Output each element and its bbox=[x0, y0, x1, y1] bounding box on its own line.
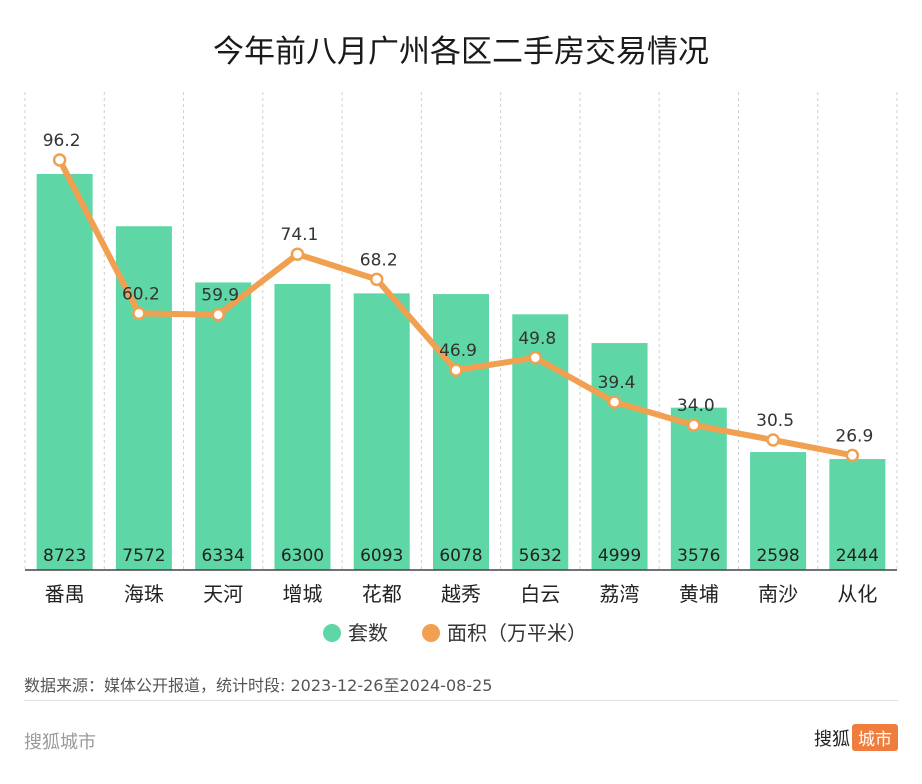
x-tick-label: 荔湾 bbox=[600, 582, 640, 606]
bar-value-label: 2598 bbox=[756, 546, 799, 566]
bar-增城 bbox=[274, 283, 331, 570]
x-tick-label: 黄埔 bbox=[679, 582, 719, 606]
bar-value-label: 3576 bbox=[677, 546, 720, 566]
legend-label-line: 面积（万平米） bbox=[447, 621, 587, 645]
bar-value-label: 7572 bbox=[122, 546, 165, 566]
bar-value-label: 6300 bbox=[281, 546, 324, 566]
bar-value-label: 6093 bbox=[360, 546, 403, 566]
line-value-label: 60.2 bbox=[122, 284, 160, 304]
line-point-增城 bbox=[290, 247, 305, 261]
x-tick-label: 花都 bbox=[362, 582, 402, 606]
bar-天河 bbox=[195, 282, 252, 570]
line-point-天河 bbox=[211, 307, 225, 322]
line-point-荔湾 bbox=[607, 395, 622, 409]
divider bbox=[24, 700, 898, 701]
bar-花都 bbox=[353, 293, 410, 570]
bar-value-label: 6078 bbox=[439, 546, 482, 566]
bar-value-label: 8723 bbox=[43, 546, 86, 566]
x-tick-label: 番禺 bbox=[45, 582, 85, 606]
source-note: 数据来源：媒体公开报道，统计时段: 2023-12-26至2024-08-25 bbox=[24, 676, 493, 695]
x-tick-label: 南沙 bbox=[758, 582, 798, 606]
bar-南沙 bbox=[750, 452, 807, 570]
legend-label-bar: 套数 bbox=[348, 621, 388, 645]
bar-越秀 bbox=[433, 294, 489, 570]
line-value-label: 30.5 bbox=[756, 411, 794, 431]
x-tick-label: 越秀 bbox=[441, 582, 481, 606]
line-value-label: 96.2 bbox=[43, 131, 81, 151]
line-value-label: 68.2 bbox=[360, 250, 398, 270]
bar-黄埔 bbox=[670, 407, 727, 570]
line-point-海珠 bbox=[132, 306, 146, 321]
line-point-黄埔 bbox=[687, 418, 701, 432]
bar-荔湾 bbox=[591, 343, 648, 570]
line-value-label: 49.8 bbox=[518, 329, 556, 349]
footer-brand-text: 搜狐城市 bbox=[24, 732, 96, 753]
x-tick-label: 天河 bbox=[203, 582, 243, 606]
x-tick-label: 白云 bbox=[520, 582, 560, 606]
line-value-label: 34.0 bbox=[677, 396, 715, 416]
bar-value-label: 6334 bbox=[202, 546, 245, 566]
line-value-label: 74.1 bbox=[281, 225, 319, 245]
bar-value-label: 4999 bbox=[598, 546, 641, 566]
line-point-白云 bbox=[528, 351, 543, 365]
x-tick-label: 增城 bbox=[282, 582, 322, 606]
bar-番禺 bbox=[36, 174, 93, 570]
legend-swatch-line bbox=[422, 624, 440, 642]
line-value-label: 39.4 bbox=[598, 373, 636, 393]
bar-value-label: 5632 bbox=[519, 546, 562, 566]
footer-logo-tag: 城市 bbox=[852, 724, 898, 751]
bar-海珠 bbox=[115, 226, 172, 571]
x-tick-label: 海珠 bbox=[124, 582, 164, 606]
bar-value-label: 2444 bbox=[836, 546, 879, 566]
line-point-从化 bbox=[845, 448, 860, 463]
bar-白云 bbox=[512, 314, 569, 570]
line-value-label: 46.9 bbox=[439, 341, 477, 361]
line-point-南沙 bbox=[766, 433, 780, 447]
legend-swatch-bar bbox=[323, 624, 341, 642]
combo-chart: 8723 7572 6334 6300 6093 6078 5632 4999 3576 2598… bbox=[24, 92, 898, 645]
line-point-花都 bbox=[369, 272, 384, 287]
line-point-越秀 bbox=[449, 363, 463, 377]
chart-title: 今年前八月广州各区二手房交易情况 bbox=[213, 34, 709, 70]
line-value-label: 26.9 bbox=[835, 426, 873, 446]
line-value-label: 59.9 bbox=[201, 286, 239, 306]
footer-logo: 搜狐 城市 bbox=[814, 724, 898, 751]
footer-logo-brand: 搜狐 bbox=[814, 728, 850, 750]
bar-从化 bbox=[829, 459, 886, 570]
x-tick-label: 从化 bbox=[837, 582, 877, 606]
line-point-番禺 bbox=[52, 153, 67, 167]
